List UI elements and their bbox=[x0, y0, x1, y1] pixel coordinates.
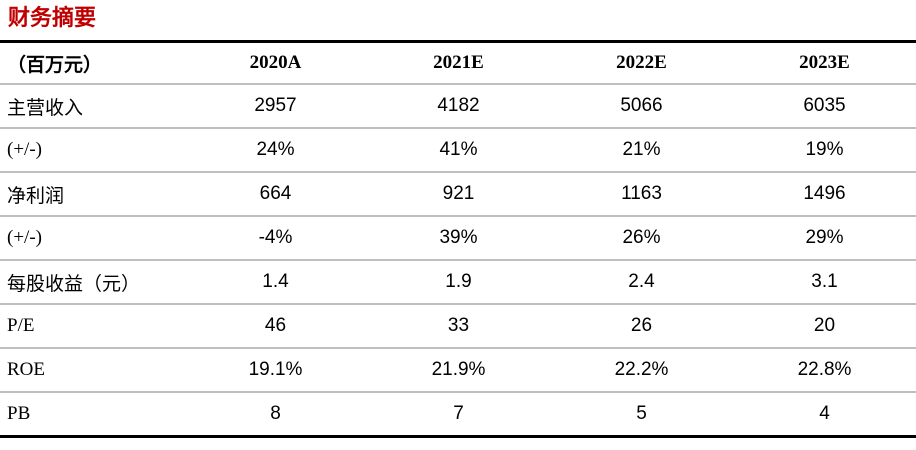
table-cell: 33 bbox=[367, 304, 550, 349]
table-cell: 4 bbox=[819, 403, 830, 424]
table-cell: -4% bbox=[184, 216, 367, 261]
table-cell: 21.9% bbox=[367, 348, 550, 393]
table-row: PB 8 7 5 4 bbox=[0, 392, 916, 437]
table-row: (+/-) 24% 41% 21% 19% bbox=[0, 128, 916, 173]
table-cell: 7 bbox=[453, 403, 464, 424]
column-header-year: 2023E bbox=[733, 41, 916, 85]
row-label: 主营收入 bbox=[0, 84, 184, 129]
table-row: 每股收益（元） 1.4 1.9 2.4 3.1 bbox=[0, 260, 916, 305]
table-cell: 46 bbox=[184, 304, 367, 349]
table-cell: 6035 bbox=[733, 84, 916, 129]
table-cell: 2957 bbox=[184, 84, 367, 129]
table-row: ROE 19.1% 21.9% 22.2% 22.8% bbox=[0, 348, 916, 393]
column-header-year: 2022E bbox=[550, 41, 733, 85]
table-row: 净利润 664 921 1163 1496 bbox=[0, 172, 916, 217]
table-cell: 22.8% bbox=[733, 348, 916, 393]
financial-summary-table: （百万元） 2020A 2021E 2022E 2023E 主营收入 2957 4182 50… bbox=[0, 40, 916, 438]
table-cell: 1.4 bbox=[184, 260, 367, 305]
column-header-year: 2020A bbox=[184, 41, 367, 85]
table-cell: 26 bbox=[550, 304, 733, 349]
row-label: PB bbox=[7, 403, 31, 424]
table-cell: 29% bbox=[733, 216, 916, 261]
table-cell: 1163 bbox=[550, 172, 733, 217]
row-label: 净利润 bbox=[0, 172, 184, 217]
table-cell: 19% bbox=[733, 128, 916, 173]
table-row: P/E 46 33 26 20 bbox=[0, 304, 916, 349]
table-header-row: （百万元） 2020A 2021E 2022E 2023E bbox=[0, 41, 916, 85]
row-label: 每股收益（元） bbox=[0, 260, 184, 305]
column-header-year: 2021E bbox=[367, 41, 550, 85]
table-cell: 39% bbox=[367, 216, 550, 261]
table-cell: 2.4 bbox=[550, 260, 733, 305]
table-header: （百万元） 2020A 2021E 2022E 2023E bbox=[0, 41, 916, 85]
table-cell: 1496 bbox=[733, 172, 916, 217]
table-cell: 5066 bbox=[550, 84, 733, 129]
table-cell: 22.2% bbox=[550, 348, 733, 393]
table-cell: 4182 bbox=[367, 84, 550, 129]
table-row: (+/-) -4% 39% 26% 29% bbox=[0, 216, 916, 261]
table-cell: 19.1% bbox=[184, 348, 367, 393]
table-cell: 5 bbox=[636, 403, 647, 424]
row-label: (+/-) bbox=[0, 216, 184, 261]
table-cell: 921 bbox=[367, 172, 550, 217]
table-cell: 3.1 bbox=[733, 260, 916, 305]
table-cell: 41% bbox=[367, 128, 550, 173]
row-label: (+/-) bbox=[0, 128, 184, 173]
table-cell: 26% bbox=[550, 216, 733, 261]
page-title: 财务摘要 bbox=[8, 5, 97, 30]
table-cell: 664 bbox=[184, 172, 367, 217]
table-cell: 20 bbox=[733, 304, 916, 349]
table-cell: 1.9 bbox=[367, 260, 550, 305]
row-label: ROE bbox=[0, 348, 184, 393]
column-header-unit: （百万元） bbox=[0, 41, 184, 85]
table-cell: 21% bbox=[550, 128, 733, 173]
table-cell: 8 bbox=[270, 403, 281, 424]
row-label: P/E bbox=[0, 304, 184, 349]
table-body: 主营收入 2957 4182 5066 6035 (+/-) 24% 41% 21% 19% 净利润… bbox=[0, 84, 916, 437]
table-row: 主营收入 2957 4182 5066 6035 bbox=[0, 84, 916, 129]
table-cell: 24% bbox=[184, 128, 367, 173]
